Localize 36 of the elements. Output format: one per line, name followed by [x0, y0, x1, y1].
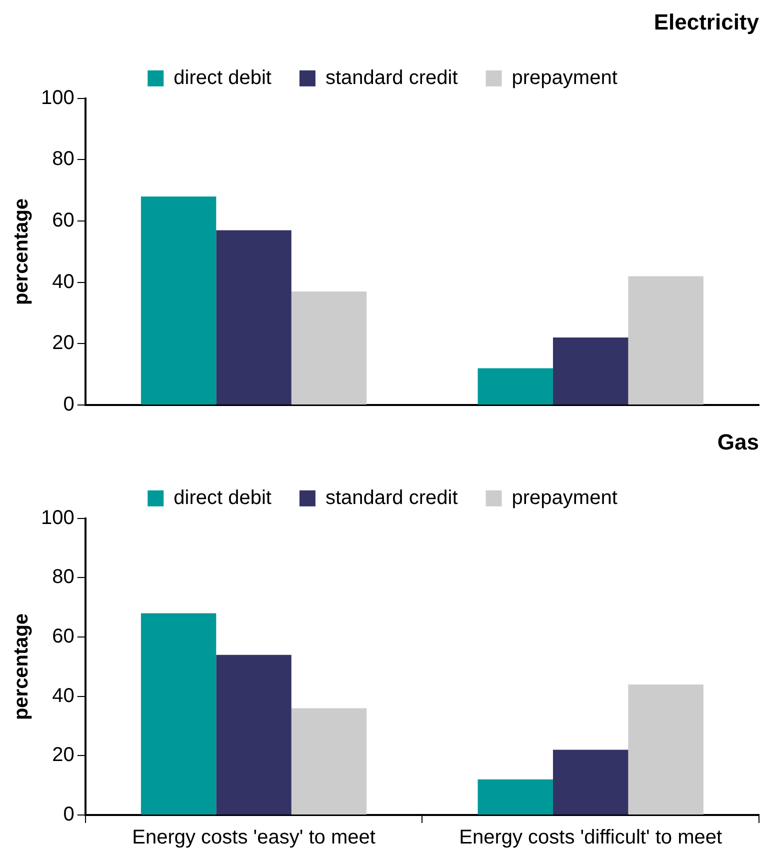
y-tick-label: 60: [52, 626, 74, 648]
bar: [552, 750, 628, 814]
legend-label: standard credit: [325, 486, 458, 509]
bar: [478, 779, 553, 814]
y-tick-label: 80: [52, 148, 74, 170]
bar: [216, 230, 292, 404]
y-tick-label: 80: [52, 566, 74, 588]
y-axis-title: percentage: [10, 613, 33, 720]
y-tick-label: 0: [63, 804, 74, 826]
y-tick-label: 100: [40, 86, 74, 109]
bar: [291, 708, 367, 814]
y-tick-label: 20: [52, 744, 74, 766]
chart-title: Gas: [717, 429, 759, 454]
bar: [216, 654, 292, 814]
y-tick-label: 0: [63, 394, 74, 416]
bar: [291, 292, 367, 404]
legend-label: direct debit: [174, 486, 272, 509]
legend-label: direct debit: [174, 66, 272, 89]
y-tick-label: 100: [40, 506, 74, 529]
bar: [140, 613, 216, 814]
legend-label: prepayment: [512, 66, 618, 89]
legend-label: prepayment: [512, 486, 618, 509]
bar: [140, 196, 216, 404]
y-tick-label: 40: [52, 270, 74, 293]
y-tick-label: 20: [52, 332, 74, 354]
y-axis-title: percentage: [10, 198, 33, 306]
y-tick-label: 60: [52, 210, 74, 232]
x-tick-label: Energy costs 'difficult' to meet: [459, 826, 722, 849]
bar: [628, 684, 704, 814]
x-tick-label: Energy costs 'easy' to meet: [132, 826, 376, 849]
y-tick-label: 40: [52, 684, 74, 707]
bar: [628, 276, 704, 404]
bar: [478, 368, 553, 404]
legend-label: standard credit: [325, 66, 458, 89]
bar: [552, 338, 628, 404]
chart-title: Electricity: [654, 9, 760, 34]
